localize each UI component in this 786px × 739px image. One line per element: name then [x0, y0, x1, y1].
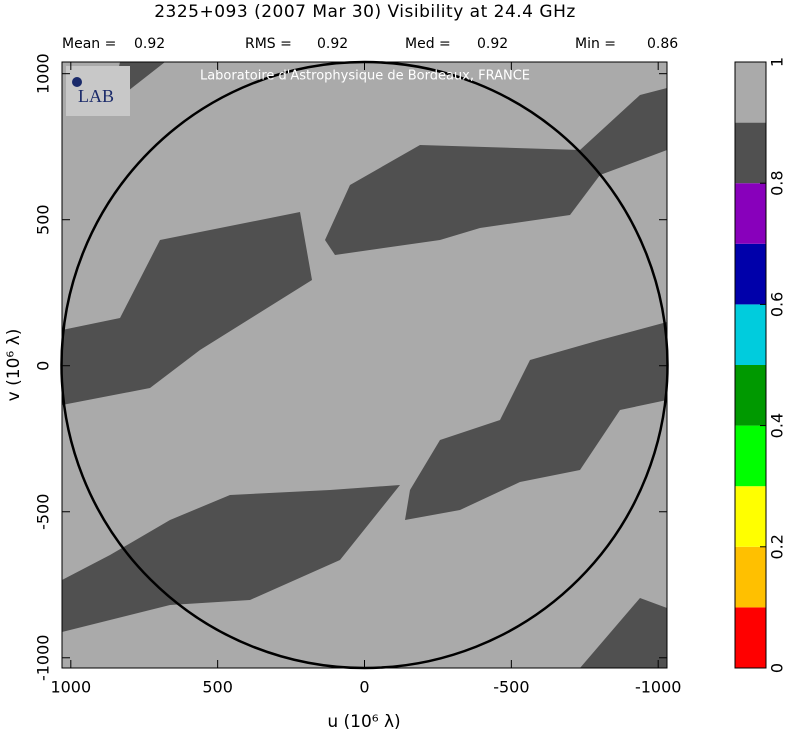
x-tick-label: 1000	[50, 678, 91, 697]
y-tick-label: 500	[34, 204, 53, 235]
chart-title: 2325+093 (2007 Mar 30) Visibility at 24.…	[154, 2, 576, 22]
colorbar-band	[735, 244, 766, 305]
watermark: Laboratoire d'Astrophysique de Bordeaux,…	[200, 69, 530, 84]
stat-value: 0.86	[647, 36, 678, 52]
colorbar-band	[735, 547, 766, 608]
x-tick-label: 0	[359, 678, 369, 697]
stat-label: Mean =	[62, 36, 116, 52]
colorbar-tick-label: 0.2	[768, 534, 786, 559]
x-tick-label: -500	[493, 678, 529, 697]
x-axis-label: u (10⁶ λ)	[327, 712, 400, 732]
colorbar-tick-label: 0	[768, 663, 786, 673]
y-tick-label: 1000	[34, 53, 53, 94]
y-tick-label: -500	[34, 494, 53, 530]
colorbar-tick-label: 0.4	[768, 413, 786, 438]
stat-value: 0.92	[134, 36, 165, 52]
stat-value: 0.92	[317, 36, 348, 52]
colorbar-band	[735, 365, 766, 426]
colorbar-tick-label: 0.8	[768, 170, 786, 195]
y-tick-label: 0	[34, 361, 53, 371]
y-axis-label: v (10⁶ λ)	[4, 329, 24, 402]
stat-label: RMS =	[245, 36, 292, 52]
logo: LAB	[78, 86, 114, 106]
colorbar-band	[735, 426, 766, 487]
y-tick-label: -1000	[34, 635, 53, 682]
stat-label: Min =	[575, 36, 616, 52]
colorbar-band	[735, 607, 766, 668]
stat-label: Med =	[405, 36, 451, 52]
colorbar-band	[735, 123, 766, 184]
x-tick-label: 500	[202, 678, 233, 697]
colorbar-tick-label: 0.6	[768, 292, 786, 317]
colorbar-band	[735, 486, 766, 547]
x-tick-label: -1000	[635, 678, 682, 697]
colorbar-band	[735, 183, 766, 244]
colorbar-band	[735, 304, 766, 365]
stat-value: 0.92	[477, 36, 508, 52]
colorbar-tick-label: 1	[768, 57, 786, 67]
colorbar-band	[735, 62, 766, 123]
